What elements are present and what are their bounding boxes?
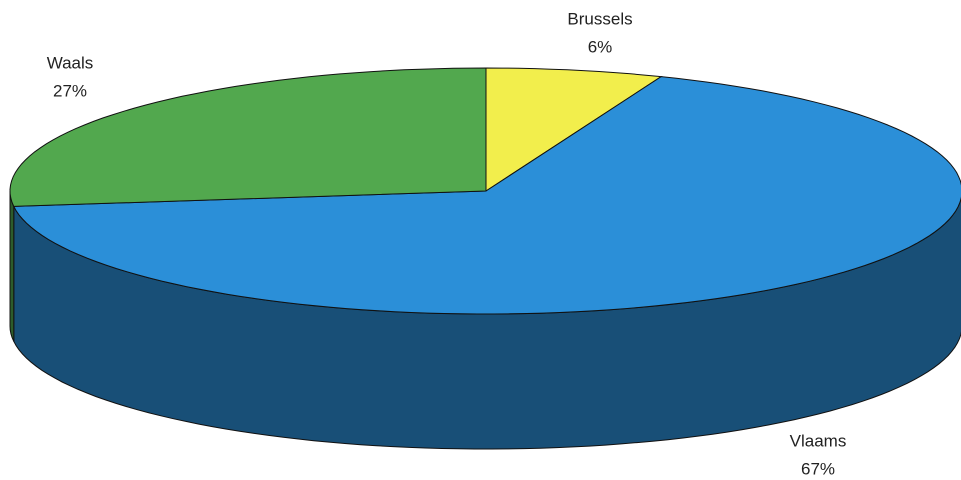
slice-label: Brussels — [567, 9, 632, 28]
slice — [9, 67, 487, 207]
slice-side — [9, 190, 15, 342]
slice — [485, 67, 663, 192]
slice-value-label: 27% — [53, 81, 87, 100]
slice-label: Vlaams — [790, 431, 847, 450]
slice-value-label: 67% — [801, 459, 835, 478]
slice — [12, 76, 961, 315]
slice-label: Waals — [47, 53, 94, 72]
slice-value-label: 6% — [588, 37, 613, 56]
